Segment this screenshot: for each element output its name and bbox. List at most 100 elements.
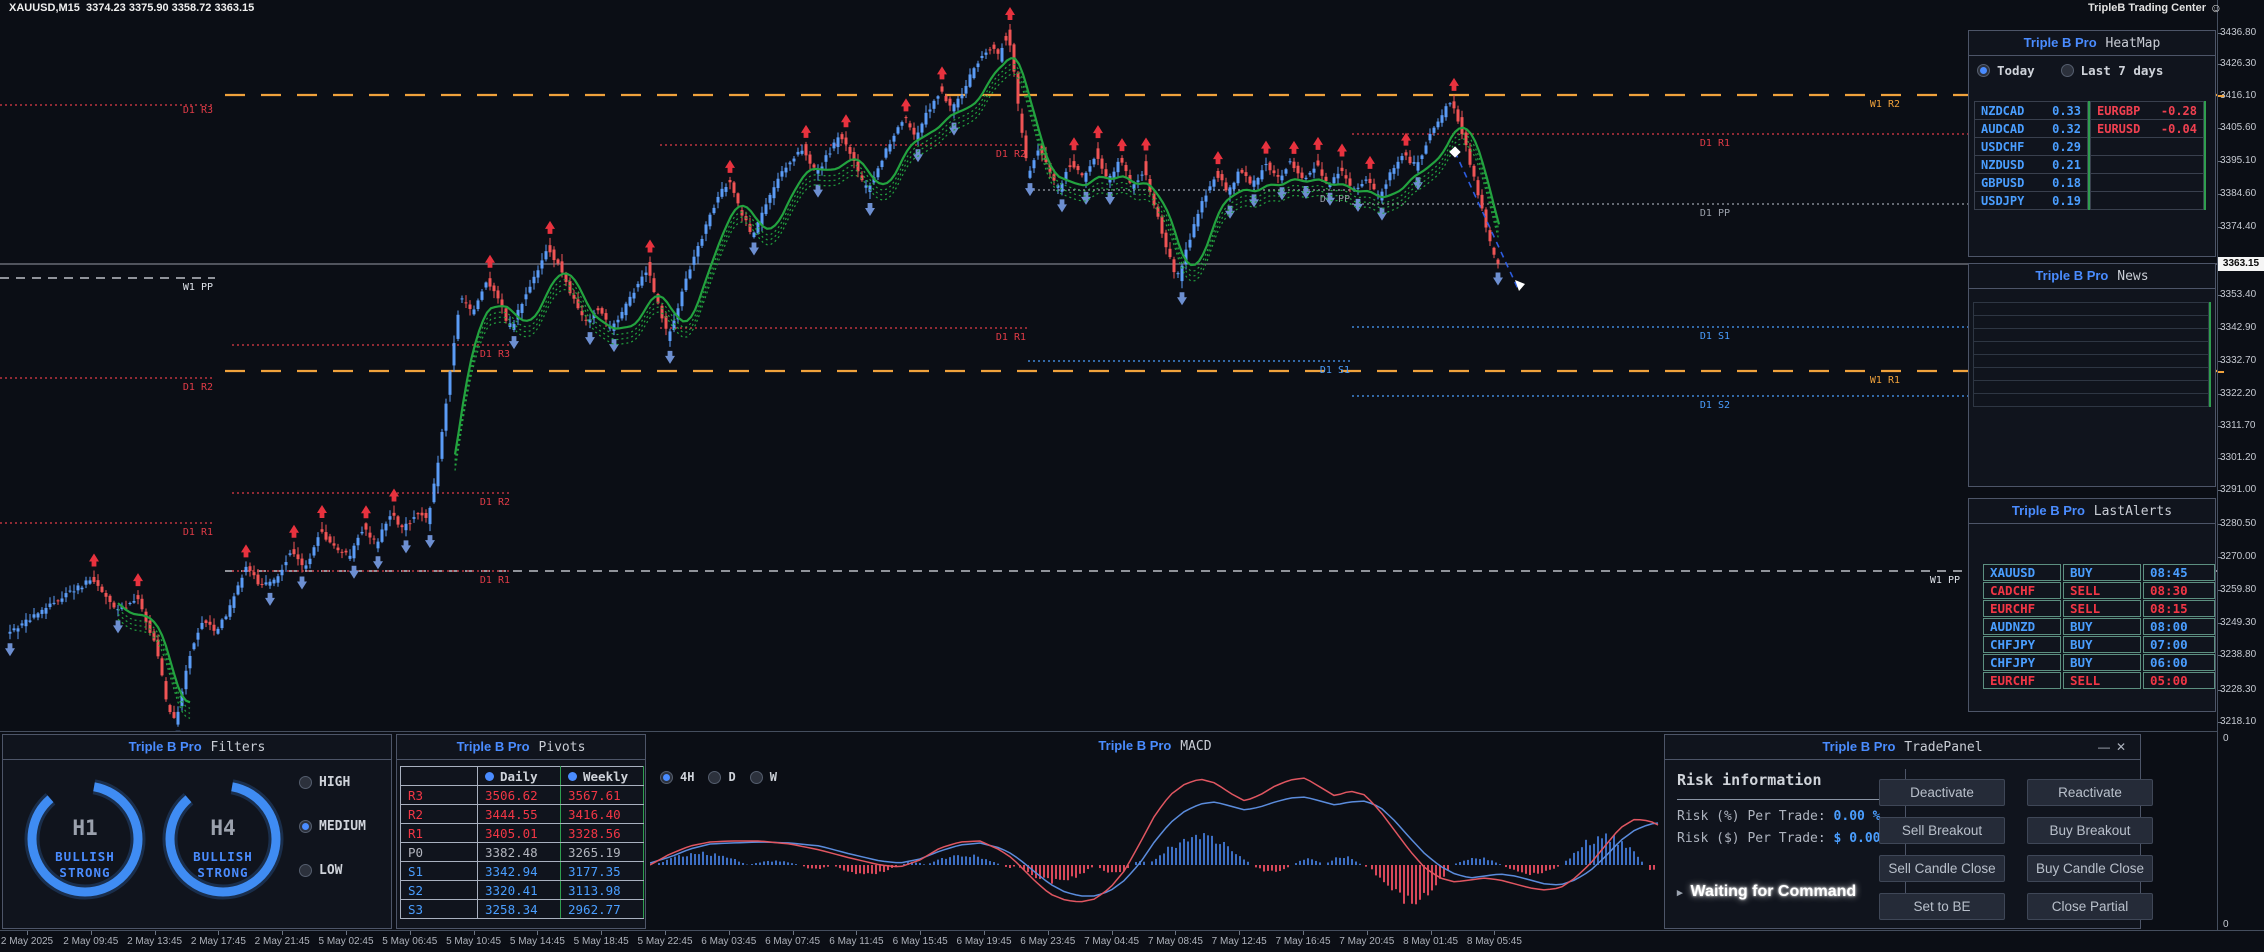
filter-strength-medium[interactable]: MEDIUM (299, 819, 366, 834)
time-tick-mark (856, 931, 858, 935)
pivots-table: Daily Weekly R3 3506.62 3567.61 R2 3444.55 3416… (400, 766, 644, 919)
sell-candle-close-button[interactable]: Sell Candle Close (1879, 855, 2005, 882)
price-tick-mark (2218, 361, 2222, 362)
pivot-line-label: D1 R1 (996, 332, 1026, 343)
time-tick-label: 7 May 20:45 (1339, 936, 1395, 947)
heatmap-row: USDCHF 0.29 (1974, 138, 2088, 156)
filter-strength-low[interactable]: LOW (299, 863, 366, 878)
heatmap-period-last-7-days[interactable]: Last 7 days (2060, 63, 2163, 78)
news-row (1973, 381, 2209, 394)
alert-time: 08:45 (2143, 564, 2215, 581)
filter-strength-high[interactable]: HIGH (299, 775, 366, 790)
time-tick-label: 7 May 16:45 (1275, 936, 1331, 947)
pivots-column-header[interactable]: Daily (477, 766, 561, 786)
alert-action: SELL (2063, 600, 2141, 617)
macd-timeframe-radios[interactable]: 4H D W (660, 770, 777, 784)
heatmap-cell: 0.18 (2052, 175, 2081, 190)
heatmap-row: GBPUSD 0.18 (1974, 174, 2088, 192)
minimize-icon[interactable]: — (2097, 740, 2116, 754)
price-chart[interactable]: D1 R3 W1 PP D1 R2 D1 R1 W1 R2 W1 R1 W1 PP D1 R3… (0, 0, 2217, 731)
heatmap-losers-column: EURGBP -0.28 EURUSD -0.04 (2090, 101, 2206, 210)
pivots-cell: 3567.61 (560, 785, 644, 805)
close-icon[interactable]: ✕ (2115, 740, 2132, 754)
time-tick-label: 5 May 22:45 (637, 936, 693, 947)
buy-arrow-icon (841, 114, 851, 128)
gauge-signal-line1: BULLISH (55, 849, 115, 864)
buy-arrow-icon (89, 553, 99, 567)
pivot-line-label: W1 R2 (1870, 99, 1900, 110)
pivots-column-header[interactable]: Weekly (560, 766, 644, 786)
pivots-cell: 3177.35 (560, 861, 644, 881)
sell-arrow-icon (1353, 198, 1363, 212)
heatmap-row: EURGBP -0.28 (2090, 101, 2204, 120)
projection-arrow-icon (1515, 280, 1525, 291)
time-axis[interactable]: 2 May 2025 2 May 09:45 2 May 13:45 2 May 17… (0, 930, 2264, 952)
heatmap-panel: Triple B Pro HeatMap Today Last 7 days NZ… (1968, 30, 2216, 257)
alert-action: SELL (2063, 672, 2141, 689)
time-tick-mark (920, 931, 922, 935)
set-to-be-button[interactable]: Set to BE (1879, 893, 2005, 920)
pivots-cell: S3 (400, 899, 478, 919)
sell-arrow-icon (1493, 272, 1503, 286)
trade-panel-title: Triple B Pro TradePanel —✕ (1665, 735, 2140, 760)
price-tick-label: 3416.10 (2220, 90, 2257, 101)
price-tick-mark (2218, 161, 2222, 162)
price-tick-label: 3280.50 (2220, 518, 2257, 529)
pivots-cell: 3328.56 (560, 823, 644, 843)
pivot-line-label: D1 R1 (1700, 138, 1730, 149)
price-axis[interactable]: 3363.15 3436.80 3426.30 3416.10 3405.60 3395… (2217, 0, 2264, 952)
radio-dot-icon (708, 770, 722, 784)
heatmap-cell: AUDCAD (1981, 121, 2025, 136)
buy-breakout-button[interactable]: Buy Breakout (2027, 817, 2153, 844)
price-tick-label: 3218.10 (2220, 716, 2257, 727)
sell-arrow-icon (1057, 199, 1067, 213)
macd-tf-d[interactable]: D (708, 770, 736, 784)
alert-action: BUY (2063, 618, 2141, 635)
time-tick-mark (728, 931, 730, 935)
weekly-level-tick (2218, 95, 2224, 97)
pivots-panel: Triple B Pro Pivots Daily Weekly R3 3506.62… (396, 734, 646, 929)
price-tick-mark (2218, 690, 2222, 691)
time-tick-mark (1175, 931, 1177, 935)
heatmap-period-today[interactable]: Today (1977, 63, 2035, 78)
macd-plot[interactable] (650, 733, 1660, 930)
filters-strength-radios[interactable]: HIGH MEDIUM LOW (299, 775, 366, 878)
alert-symbol: AUDNZD (1983, 618, 2061, 635)
time-tick-mark (154, 931, 156, 935)
deactivate-button[interactable]: Deactivate (1879, 779, 2005, 806)
sell-arrow-icon (1249, 194, 1259, 208)
buy-candle-close-button[interactable]: Buy Candle Close (2027, 855, 2153, 882)
price-tick-mark (2218, 194, 2222, 195)
price-tick-label: 3301.20 (2220, 452, 2257, 463)
price-tick-label: 3426.30 (2220, 58, 2257, 69)
time-tick-label: 5 May 14:45 (509, 936, 565, 947)
gauge-timeframe-label: H4 (210, 816, 235, 840)
price-tick-label: 3322.20 (2220, 388, 2257, 399)
time-tick-label: 2 May 13:45 (127, 936, 183, 947)
time-tick-label: 6 May 23:45 (1020, 936, 1076, 947)
radio-dot-icon (299, 864, 312, 877)
radio-dot-icon (660, 770, 673, 784)
alert-row: EURCHF SELL 08:15 (1983, 600, 2215, 617)
smiley-icon: ☺ (2209, 1, 2222, 15)
last-alerts-panel: Triple B Pro LastAlerts XAUUSD BUY 08:45 CA… (1968, 498, 2216, 712)
sell-arrow-icon (265, 592, 275, 606)
projection-start-handle[interactable] (1449, 146, 1461, 158)
pivots-row: S1 3342.94 3177.35 (400, 861, 644, 881)
time-tick-label: 5 May 06:45 (382, 936, 438, 947)
heatmap-period-radios[interactable]: Today Last 7 days (1977, 63, 2163, 78)
sell-arrow-icon (349, 565, 359, 579)
macd-tf-4h[interactable]: 4H (660, 770, 694, 784)
projection-line[interactable] (1454, 151, 1520, 292)
sell-arrow-icon (1025, 183, 1035, 197)
sell-arrow-icon (401, 540, 411, 554)
time-tick-mark (1047, 931, 1049, 935)
pivots-cell: R3 (400, 785, 478, 805)
alert-symbol: CHFJPY (1983, 654, 2061, 671)
news-row (1973, 316, 2209, 329)
close-partial-button[interactable]: Close Partial (2027, 893, 2153, 920)
sell-breakout-button[interactable]: Sell Breakout (1879, 817, 2005, 844)
macd-tf-w[interactable]: W (749, 770, 777, 784)
alert-action: SELL (2063, 582, 2141, 599)
reactivate-button[interactable]: Reactivate (2027, 779, 2153, 806)
